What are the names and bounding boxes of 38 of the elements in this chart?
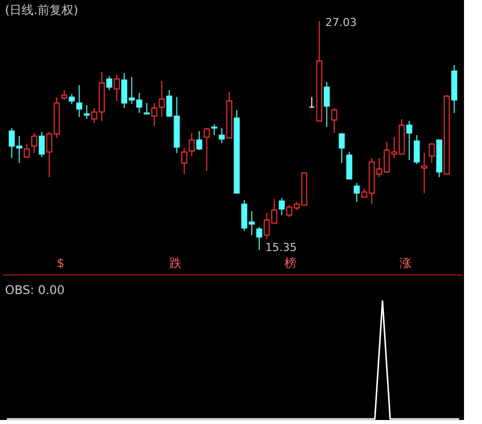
candlestick bbox=[84, 104, 90, 120]
text: 跌 bbox=[170, 256, 182, 270]
candlestick bbox=[106, 76, 112, 91]
candlestick bbox=[151, 102, 158, 127]
candlestick bbox=[218, 128, 225, 144]
candlestick bbox=[308, 96, 315, 108]
candlestick bbox=[211, 124, 218, 136]
candlestick bbox=[158, 80, 165, 118]
candlestick bbox=[324, 81, 330, 128]
candlestick bbox=[188, 132, 195, 157]
candlestick bbox=[76, 84, 82, 118]
text: 涨 bbox=[400, 256, 412, 270]
chart-title: (日线.前复权) bbox=[5, 3, 78, 17]
candlestick bbox=[354, 182, 360, 202]
annotation: 15.35 bbox=[265, 241, 297, 254]
candlestick bbox=[256, 226, 262, 250]
candlestick bbox=[331, 108, 338, 134]
candlestick bbox=[61, 90, 68, 101]
candlestick bbox=[338, 132, 345, 164]
candlestick bbox=[24, 144, 30, 159]
candlestick bbox=[346, 151, 352, 180]
annotation: 27.03 bbox=[325, 16, 357, 29]
text: $ bbox=[56, 256, 64, 270]
candlestick bbox=[406, 120, 412, 161]
candlestick bbox=[144, 102, 150, 114]
candlestick bbox=[38, 131, 45, 158]
candlestick bbox=[414, 134, 420, 165]
candlestick bbox=[181, 148, 188, 175]
candlestick bbox=[204, 128, 210, 172]
candlestick bbox=[114, 74, 120, 102]
candlestick bbox=[278, 198, 285, 216]
candlestick bbox=[428, 142, 435, 164]
text: 榜 bbox=[284, 256, 296, 270]
candlestick bbox=[196, 130, 202, 151]
candlestick bbox=[68, 93, 75, 104]
candlestick bbox=[421, 152, 428, 194]
chart-title: OBS: 0.00 bbox=[5, 283, 65, 297]
candlestick bbox=[31, 132, 38, 154]
